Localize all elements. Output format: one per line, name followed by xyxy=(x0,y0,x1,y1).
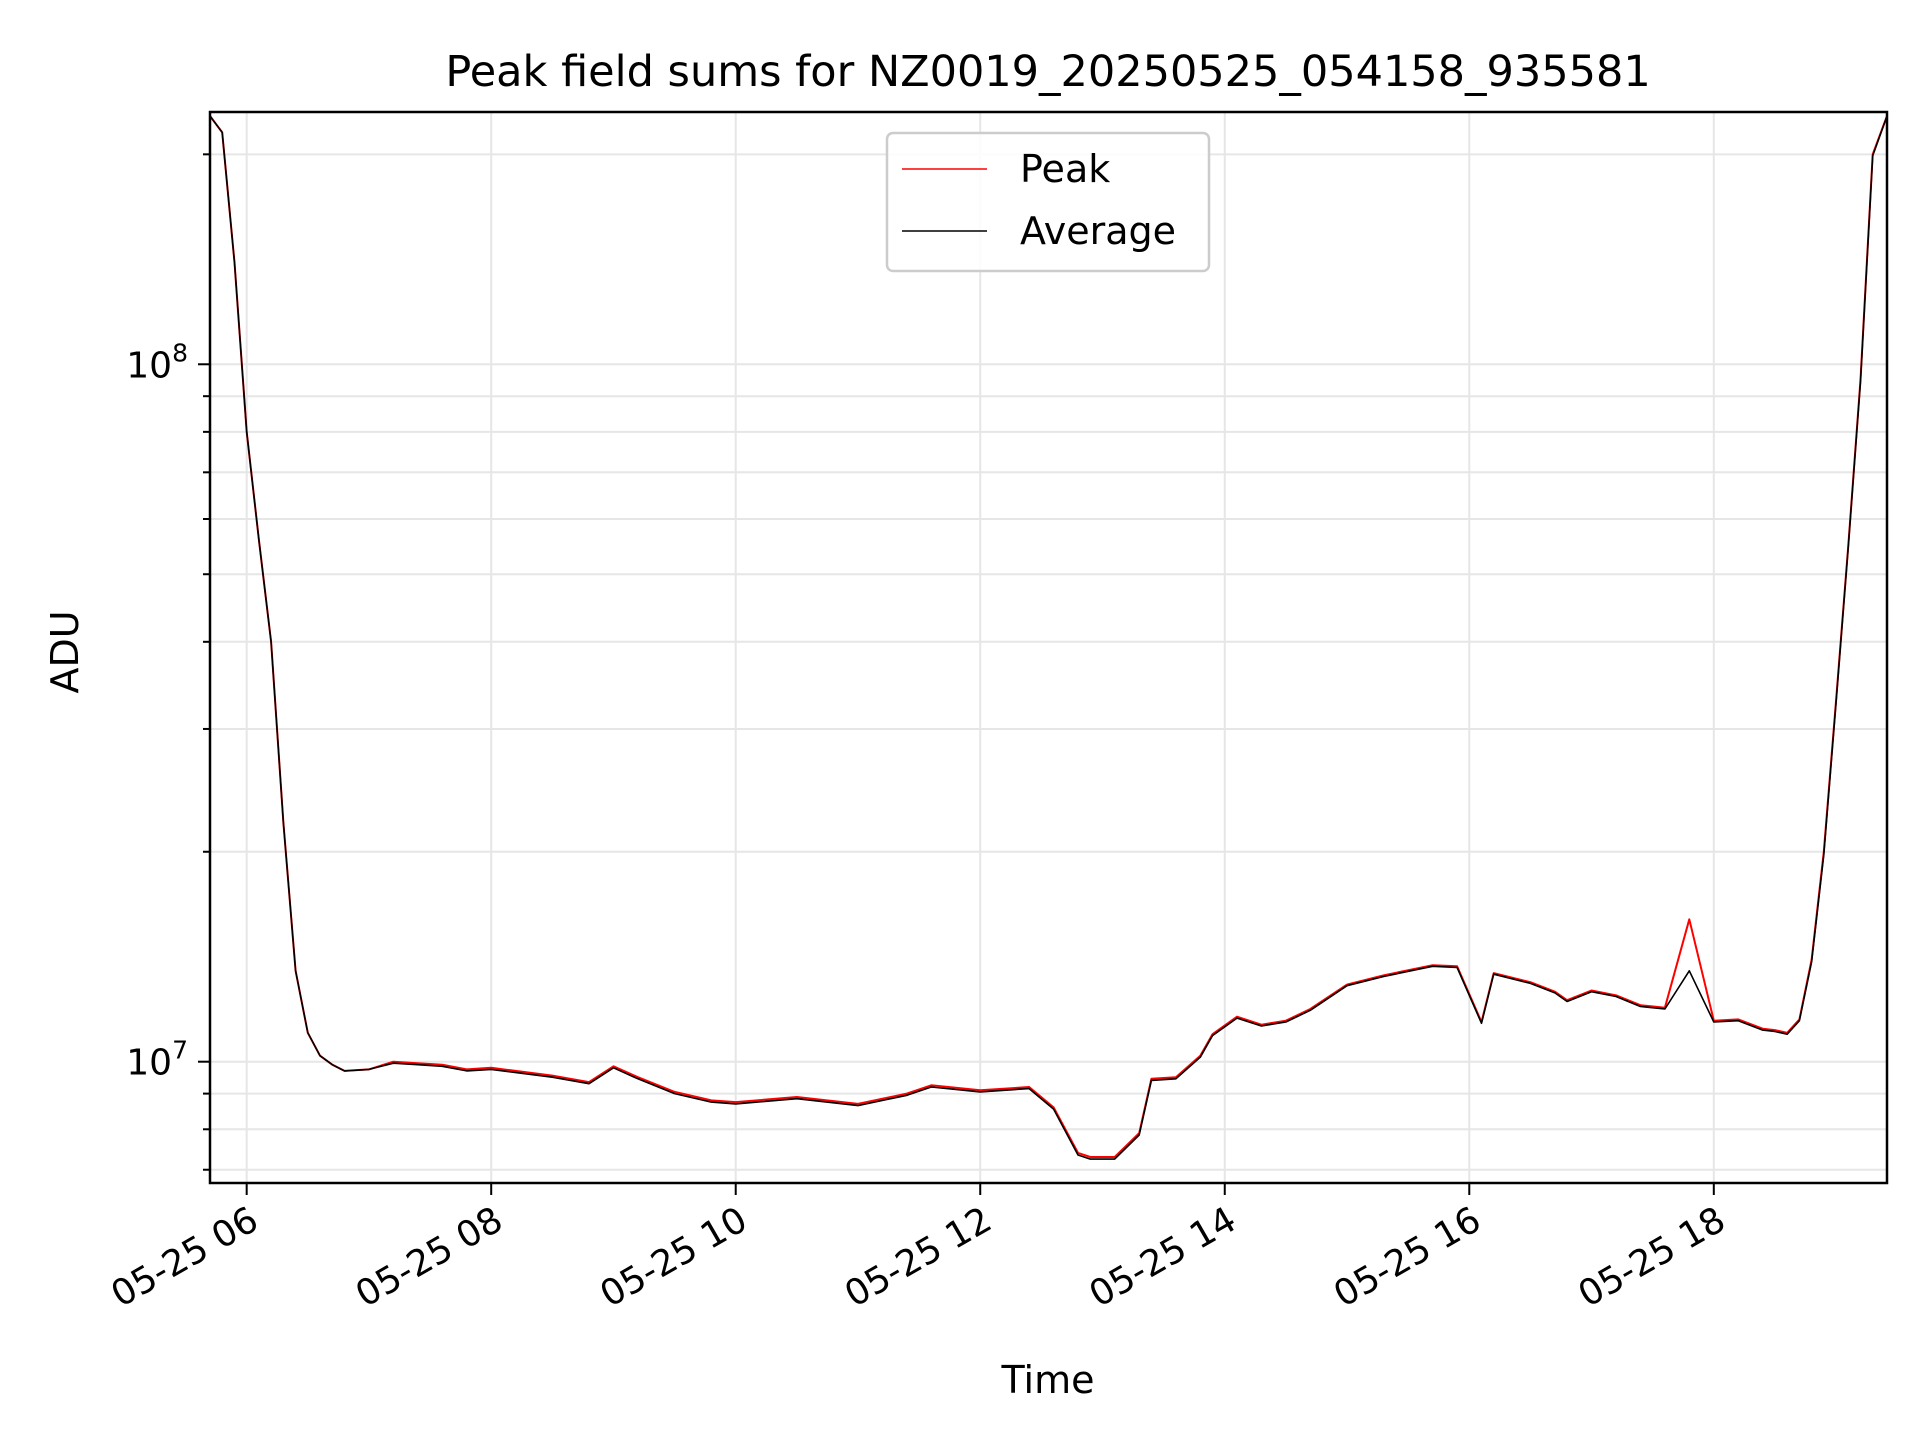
x-tick-label: 05-25 10 xyxy=(594,1199,755,1315)
x-tick-label: 05-25 08 xyxy=(349,1199,510,1315)
series-line-average xyxy=(209,115,1888,1160)
x-axis-label: Time xyxy=(1001,1358,1095,1402)
gridlines xyxy=(210,112,1887,1183)
legend-box xyxy=(885,131,1211,273)
legend: Peak Average xyxy=(885,131,1211,273)
x-tick-label: 05-25 12 xyxy=(838,1199,999,1315)
x-tick-label: 05-25 16 xyxy=(1327,1199,1488,1315)
x-tick-label: 05-25 14 xyxy=(1083,1199,1244,1315)
chart-title: Peak field sums for NZ0019_20250525_0541… xyxy=(445,47,1650,97)
x-tick-label: 05-25 06 xyxy=(105,1199,266,1315)
y-axis-label: ADU xyxy=(43,610,87,693)
y-tick-label: 107 xyxy=(126,1036,188,1084)
legend-label-average: Average xyxy=(1020,209,1176,253)
plot-area xyxy=(209,115,1888,1160)
axes-frame xyxy=(208,110,1889,1185)
x-tick-label: 05-25 18 xyxy=(1572,1199,1733,1315)
legend-label-peak: Peak xyxy=(1020,147,1110,191)
axis-ticks: 107 108 05-25 06 05-25 08 05-25 10 05-25 12 05… xyxy=(105,153,1733,1316)
y-tick-label: 108 xyxy=(126,338,188,386)
